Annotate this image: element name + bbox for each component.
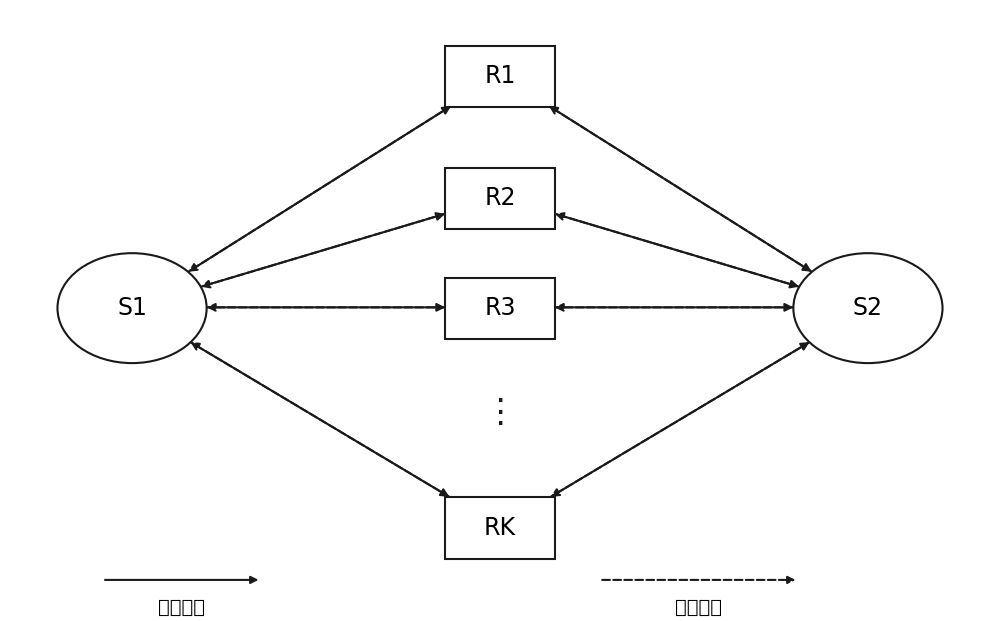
FancyBboxPatch shape: [445, 45, 555, 107]
Text: 第一时隙: 第一时隙: [158, 598, 205, 617]
Ellipse shape: [793, 253, 943, 363]
Text: ⋮: ⋮: [483, 396, 517, 428]
Text: 第二时隙: 第二时隙: [675, 598, 722, 617]
FancyBboxPatch shape: [445, 497, 555, 558]
Ellipse shape: [57, 253, 207, 363]
FancyBboxPatch shape: [445, 168, 555, 229]
Text: S2: S2: [853, 296, 883, 320]
Text: S1: S1: [117, 296, 147, 320]
Text: R2: R2: [484, 186, 516, 211]
Text: RK: RK: [484, 516, 516, 540]
Text: R3: R3: [484, 296, 516, 320]
Text: R1: R1: [484, 64, 516, 88]
FancyBboxPatch shape: [445, 278, 555, 338]
